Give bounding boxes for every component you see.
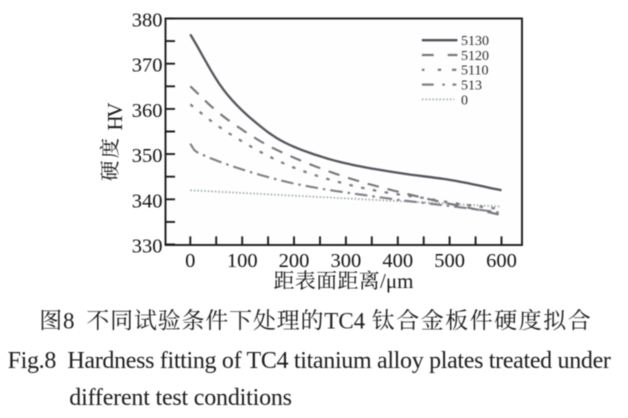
svg-text:0: 0 bbox=[461, 93, 468, 108]
svg-text:513: 513 bbox=[461, 79, 482, 94]
svg-text:8: 8 bbox=[63, 308, 75, 333]
svg-text:350: 350 bbox=[132, 145, 163, 167]
svg-text:370: 370 bbox=[132, 55, 163, 77]
svg-text:300: 300 bbox=[331, 250, 362, 272]
svg-text:5110: 5110 bbox=[461, 64, 488, 79]
svg-text:330: 330 bbox=[132, 236, 163, 258]
svg-text:5130: 5130 bbox=[461, 34, 489, 49]
svg-text:different test conditions: different test conditions bbox=[69, 385, 292, 411]
svg-text:340: 340 bbox=[132, 190, 163, 212]
svg-text:600: 600 bbox=[486, 250, 517, 272]
svg-text:380: 380 bbox=[132, 10, 163, 32]
svg-text:500: 500 bbox=[434, 250, 465, 272]
svg-text:360: 360 bbox=[132, 100, 163, 122]
svg-text:200: 200 bbox=[279, 250, 310, 272]
svg-text:TC4: TC4 bbox=[324, 308, 365, 333]
svg-text:5120: 5120 bbox=[461, 49, 489, 64]
svg-text:Fig.8 Hardness fitting of TC4: Fig.8 Hardness fitting of TC4 titanium a… bbox=[8, 348, 611, 374]
svg-text:400: 400 bbox=[382, 250, 413, 272]
svg-text:100: 100 bbox=[227, 250, 258, 272]
svg-text:0: 0 bbox=[185, 250, 195, 272]
svg-text:/μm: /μm bbox=[380, 269, 413, 293]
svg-text:HV: HV bbox=[103, 103, 127, 131]
